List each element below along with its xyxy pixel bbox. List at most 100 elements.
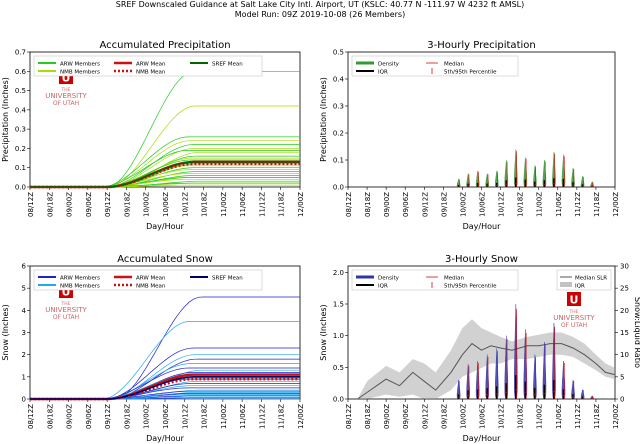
x-tick-label: 11/18Z [278, 192, 286, 217]
y2-tick-label: 25 [620, 285, 629, 293]
legend-label: NMB Members [60, 284, 100, 290]
x-tick-label: 10/12Z [181, 404, 189, 429]
x-tick-label: 08/12Z [27, 192, 35, 217]
x-tick-label: 09/00Z [66, 192, 74, 217]
y-tick-label: 0.1 [15, 164, 26, 172]
x-tick-label: 09/12Z [104, 192, 112, 217]
x-tick-label: 09/12Z [104, 404, 112, 429]
legend-label: NMB Mean [136, 70, 166, 76]
legend-label: 5th/95th Percentile [444, 284, 497, 290]
utah-logo-the: THE [61, 87, 71, 93]
legend-label: Median [444, 276, 465, 282]
legend-label: Density [378, 276, 400, 282]
y-tick-label: 1 [22, 373, 26, 381]
x-tick-label: 10/18Z [517, 192, 525, 217]
x-tick-label: 09/06Z [85, 404, 93, 429]
y2-tick-label: 15 [620, 329, 629, 337]
legend-label: NMB Members [60, 70, 100, 76]
utah-logo-letter: U [62, 286, 71, 299]
x-tick-label: 10/00Z [143, 404, 151, 429]
y-tick-label: 0.0 [15, 184, 26, 192]
x-tick-label: 11/12Z [258, 192, 266, 217]
sref-mean-line [30, 161, 300, 188]
x-tick-label: 10/06Z [479, 192, 487, 217]
x-tick-label: 10/06Z [479, 404, 487, 429]
y-axis-label: Snow (Inches) [1, 304, 10, 360]
x-tick-label: 09/06Z [402, 192, 410, 217]
x-tick-label: 09/06Z [402, 404, 410, 429]
y2-tick-label: 5 [620, 373, 624, 381]
y-tick-label: 0.2 [333, 130, 344, 138]
chart-title: 3-Hourly Snow [445, 254, 518, 265]
y2-tick-label: 10 [620, 351, 629, 359]
panel-three_hr_snow: 3-Hourly Snow 0.0 0.5 1.0 1.5 2.0 08/12Z 08/18Z… [319, 254, 640, 443]
x-tick-label: 10/06Z [162, 192, 170, 217]
y-tick-label: 1.5 [333, 301, 344, 309]
x-tick-label: 08/12Z [345, 192, 353, 217]
y-tick-label: 0.3 [333, 103, 344, 111]
y-tick-label: 0.7 [15, 49, 26, 57]
x-tick-label: 08/18Z [364, 192, 372, 217]
x-tick-label: 11/00Z [536, 192, 544, 217]
utah-logo-letter: U [570, 294, 579, 307]
utah-logo-of: OF UTAH [53, 314, 79, 321]
legend-label: ARW Members [60, 276, 100, 282]
y-tick-label: 2.0 [333, 269, 344, 277]
x-tick-label: 11/06Z [239, 192, 247, 217]
y-tick-label: 0.5 [333, 364, 344, 372]
y-tick-label: 0.1 [333, 157, 344, 165]
x-tick-label: 10/12Z [498, 192, 506, 217]
x-tick-label: 10/12Z [498, 404, 506, 429]
x-tick-label: 09/00Z [66, 404, 74, 429]
y-axis-label: Precipitation (Inches) [1, 77, 10, 162]
y-tick-label: 5 [22, 285, 26, 293]
y-axis-label: Snow (Inches) [319, 304, 328, 360]
legend-swatch [560, 282, 572, 287]
x-axis-label: Day/Hour [146, 434, 184, 443]
legend-label: SREF Mean [212, 276, 243, 282]
legend-label: Density [378, 62, 400, 68]
y-axis-label: Precipitation (Inches) [319, 77, 328, 162]
y2-axis-label: Snow:Liquid Ratio [633, 297, 640, 368]
legend-label: IQR [378, 284, 388, 290]
x-tick-label: 09/00Z [383, 404, 391, 429]
y-tick-label: 1.0 [333, 332, 344, 340]
x-tick-label: 11/18Z [278, 404, 286, 429]
x-tick-label: 09/06Z [85, 192, 93, 217]
chart-title: 3-Hourly Precipitation [427, 40, 535, 51]
panel-acc_precip: Accumulated Precipitation 0.0 0.1 0.2 0.3 0.4… [1, 40, 305, 231]
y-tick-label: 2 [22, 351, 26, 359]
x-tick-label: 11/12Z [574, 404, 582, 429]
y2-tick-label: 20 [620, 307, 629, 315]
x-tick-label: 10/18Z [201, 192, 209, 217]
x-tick-label: 09/18Z [123, 192, 131, 217]
panel-three_hr_precip: 3-Hourly Precipitation 0.0 0.1 0.2 0.3 0.4 0.5… [319, 40, 620, 231]
y-tick-label: 0.0 [333, 396, 344, 404]
legend-box [351, 269, 519, 291]
x-tick-label: 08/12Z [27, 404, 35, 429]
x-tick-label: 08/18Z [46, 192, 54, 217]
chart-title: Accumulated Precipitation [99, 40, 230, 51]
x-tick-label: 10/06Z [162, 404, 170, 429]
x-tick-label: 11/06Z [555, 404, 563, 429]
x-tick-label: 11/18Z [593, 192, 601, 217]
header-run: Model Run: 09Z 2019-10-08 (26 Members) [234, 9, 406, 19]
x-tick-label: 12/00Z [297, 192, 305, 217]
x-tick-label: 10/12Z [181, 192, 189, 217]
utah-logo-name: UNIVERSITY [45, 306, 87, 314]
x-tick-label: 09/18Z [440, 192, 448, 217]
y-tick-label: 0.0 [333, 184, 344, 192]
y-tick-label: 6 [22, 263, 27, 271]
y-tick-label: 0.5 [333, 49, 344, 57]
x-tick-label: 10/18Z [201, 404, 209, 429]
x-tick-label: 10/00Z [459, 192, 467, 217]
x-axis-label: Day/Hour [463, 434, 501, 443]
header: SREF Downscaled Guidance at Salt Lake Ci… [0, 0, 640, 19]
utah-logo-the: THE [569, 309, 579, 315]
x-tick-label: 09/12Z [421, 404, 429, 429]
legend-label: NMB Mean [136, 284, 166, 290]
x-tick-label: 11/12Z [258, 404, 266, 429]
utah-logo-name: UNIVERSITY [45, 92, 87, 100]
x-tick-label: 08/18Z [364, 404, 372, 429]
x-tick-label: 10/18Z [517, 404, 525, 429]
